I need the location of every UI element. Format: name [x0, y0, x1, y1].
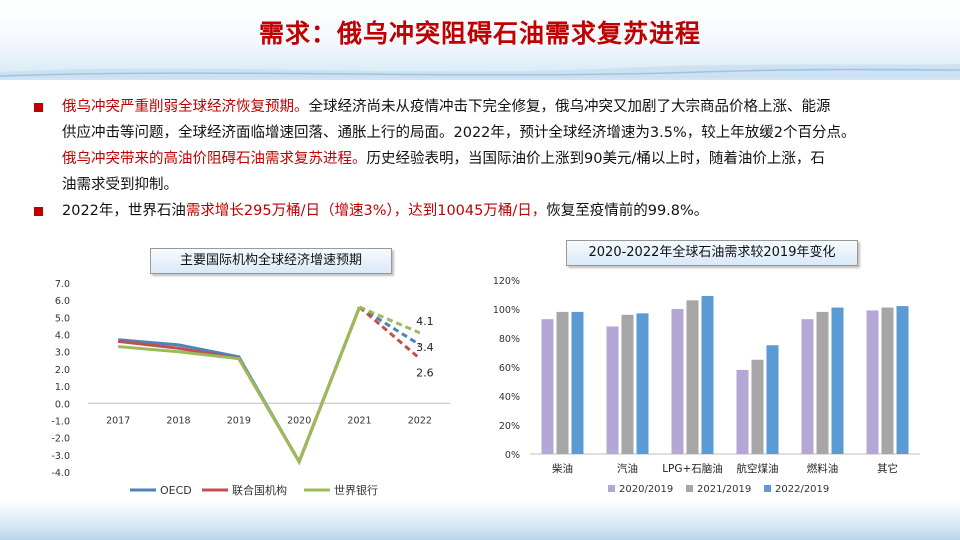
gdp-growth-chart: 主要国际机构全球经济增速预期 7.0 6.0 5.0 4.0 3.0 2.0 1.0 0.0 -… [40, 240, 460, 505]
y-tick-label: 0% [505, 450, 520, 461]
x-tick-label: 2017 [106, 415, 130, 426]
y-tick-label: -2.0 [51, 434, 70, 445]
y-tick-label: 100% [493, 305, 520, 316]
bar-2021/2019 [881, 307, 894, 454]
bar-2020/2019 [736, 369, 749, 454]
body-text: 历史经验表明，当国际油价上涨到90美元/桶以上时，随着油价上涨，石 [366, 151, 825, 167]
legend-swatch [608, 485, 615, 492]
legend-label: 2021/2019 [697, 484, 751, 495]
x-tick-label: 2020 [287, 415, 311, 426]
bullet-list: 俄乌冲突严重削弱全球经济恢复预期。全球经济尚未从疫情冲击下完全修复，俄乌冲突又加… [30, 94, 940, 224]
bar-2020/2019 [671, 309, 684, 454]
y-tick-label: 1.0 [55, 382, 70, 393]
forecast-line-联合国机构 [358, 305, 421, 360]
series-line-世界银行 [118, 306, 361, 466]
bullet-line: 供应冲击等问题，全球经济面临增速回落、通胀上行的局面。2022年，预计全球经济增… [30, 120, 940, 146]
bullet-item: 2022年，世界石油需求增长295万桶/日（增速3%），达到10045万桶/日，… [30, 198, 940, 224]
gdp-line-chart-svg: 7.0 6.0 5.0 4.0 3.0 2.0 1.0 0.0 -1.0 -2.0 -3.0 -4.0… [40, 240, 460, 505]
oil-demand-chart: 2020-2022年全球石油需求较2019年变化 120% 100% 80% 60% 4… [480, 234, 940, 504]
highlight-text: 俄乌冲突带来的高油价阻碍石油需求复苏进程。 [62, 151, 367, 167]
y-tick-label: 3.0 [55, 348, 70, 359]
y-tick-label: 60% [499, 363, 520, 374]
x-tick-label: 燃料油 [807, 462, 839, 475]
y-tick-label: 120% [493, 276, 520, 287]
bar-2020/2019 [606, 326, 619, 454]
y-tick-label: -3.0 [51, 451, 70, 462]
forecast-line-OECD [358, 305, 421, 347]
bar-2022/2019 [766, 345, 779, 454]
x-tick-label: 2019 [227, 415, 251, 426]
bar-2021/2019 [621, 314, 634, 454]
x-tick-label: 2022 [408, 415, 432, 426]
body-text: 恢复至疫情前的99.8%。 [546, 203, 709, 219]
forecast-line-世界银行 [358, 305, 421, 335]
bar-2022/2019 [831, 307, 844, 454]
bullet-line: 俄乌冲突带来的高油价阻碍石油需求复苏进程。历史经验表明，当国际油价上涨到90美元… [30, 146, 940, 172]
y-tick-label: 5.0 [55, 313, 70, 324]
oil-bar-chart-svg: 120% 100% 80% 60% 40% 20% 0% 柴油 汽油 LPG+石脑油 航空煤油 燃料油… [493, 276, 920, 495]
x-tick-label: 柴油 [552, 462, 573, 475]
y-tick-label: 2.0 [55, 365, 70, 376]
legend-swatch [764, 485, 771, 492]
y-tick-label: 0.0 [55, 399, 70, 410]
y-tick-label: -1.0 [51, 416, 70, 427]
body-text: 油需求受到抑制。 [62, 177, 178, 193]
legend-label: 联合国机构 [232, 483, 287, 497]
x-tick-label: 汽油 [617, 462, 638, 475]
series-line-OECD [118, 306, 361, 466]
bar-2022/2019 [636, 313, 649, 454]
legend-label: 2020/2019 [619, 484, 673, 495]
y-tick-label: 20% [499, 421, 520, 432]
bar-2022/2019 [571, 311, 584, 454]
x-tick-label: 航空煤油 [737, 462, 779, 475]
bar-2022/2019 [701, 295, 714, 454]
footer-band [0, 500, 960, 540]
legend-label: 2022/2019 [775, 484, 829, 495]
bar-2020/2019 [801, 319, 814, 454]
series-line-联合国机构 [117, 306, 361, 466]
legend-swatch [686, 485, 693, 492]
bullet-square-icon [34, 207, 43, 216]
data-label: 2.6 [416, 367, 434, 380]
bar-2021/2019 [816, 311, 829, 454]
legend-label: 世界银行 [334, 483, 378, 497]
bar-2022/2019 [896, 306, 909, 454]
bar-2020/2019 [541, 319, 554, 454]
x-tick-label: 其它 [877, 462, 898, 475]
bar-2021/2019 [686, 300, 699, 454]
header-wave-decoration [0, 64, 960, 80]
bullet-item: 俄乌冲突严重削弱全球经济恢复预期。全球经济尚未从疫情冲击下完全修复，俄乌冲突又加… [30, 94, 940, 120]
data-label: 3.4 [416, 341, 434, 354]
gdp-chart-title: 主要国际机构全球经济增速预期 [150, 248, 392, 274]
bar-2021/2019 [751, 359, 764, 454]
oil-chart-title: 2020-2022年全球石油需求较2019年变化 [566, 240, 858, 266]
bar-2021/2019 [556, 311, 569, 454]
y-tick-label: 6.0 [55, 296, 70, 307]
bar-2020/2019 [866, 310, 879, 454]
y-tick-label: 40% [499, 392, 520, 403]
bullet-line: 油需求受到抑制。 [30, 172, 940, 198]
bullet-square-icon [34, 103, 43, 112]
x-tick-label: 2021 [347, 415, 371, 426]
x-tick-label: 2018 [166, 415, 190, 426]
highlight-text: 俄乌冲突严重削弱全球经济恢复预期。 [62, 99, 309, 115]
y-tick-label: 80% [499, 334, 520, 345]
body-text: 供应冲击等问题，全球经济面临增速回落、通胀上行的局面。2022年，预计全球经济增… [62, 125, 856, 141]
y-tick-label: 4.0 [55, 331, 70, 342]
y-tick-label: -4.0 [51, 468, 70, 479]
y-tick-label: 7.0 [55, 279, 70, 290]
plot-area [40, 240, 460, 505]
highlight-text: 需求增长295万桶/日（增速3%），达到10045万桶/日， [185, 203, 547, 219]
page-title: 需求：俄乌冲突阻碍石油需求复苏进程 [258, 19, 701, 48]
x-tick-label: LPG+石脑油 [662, 462, 723, 475]
body-text: 2022年，世界石油 [62, 203, 186, 219]
body-text: 全球经济尚未从疫情冲击下完全修复，俄乌冲突又加剧了大宗商品价格上涨、能源 [308, 99, 831, 115]
data-label: 4.1 [416, 315, 434, 328]
legend-label: OECD [160, 484, 192, 497]
